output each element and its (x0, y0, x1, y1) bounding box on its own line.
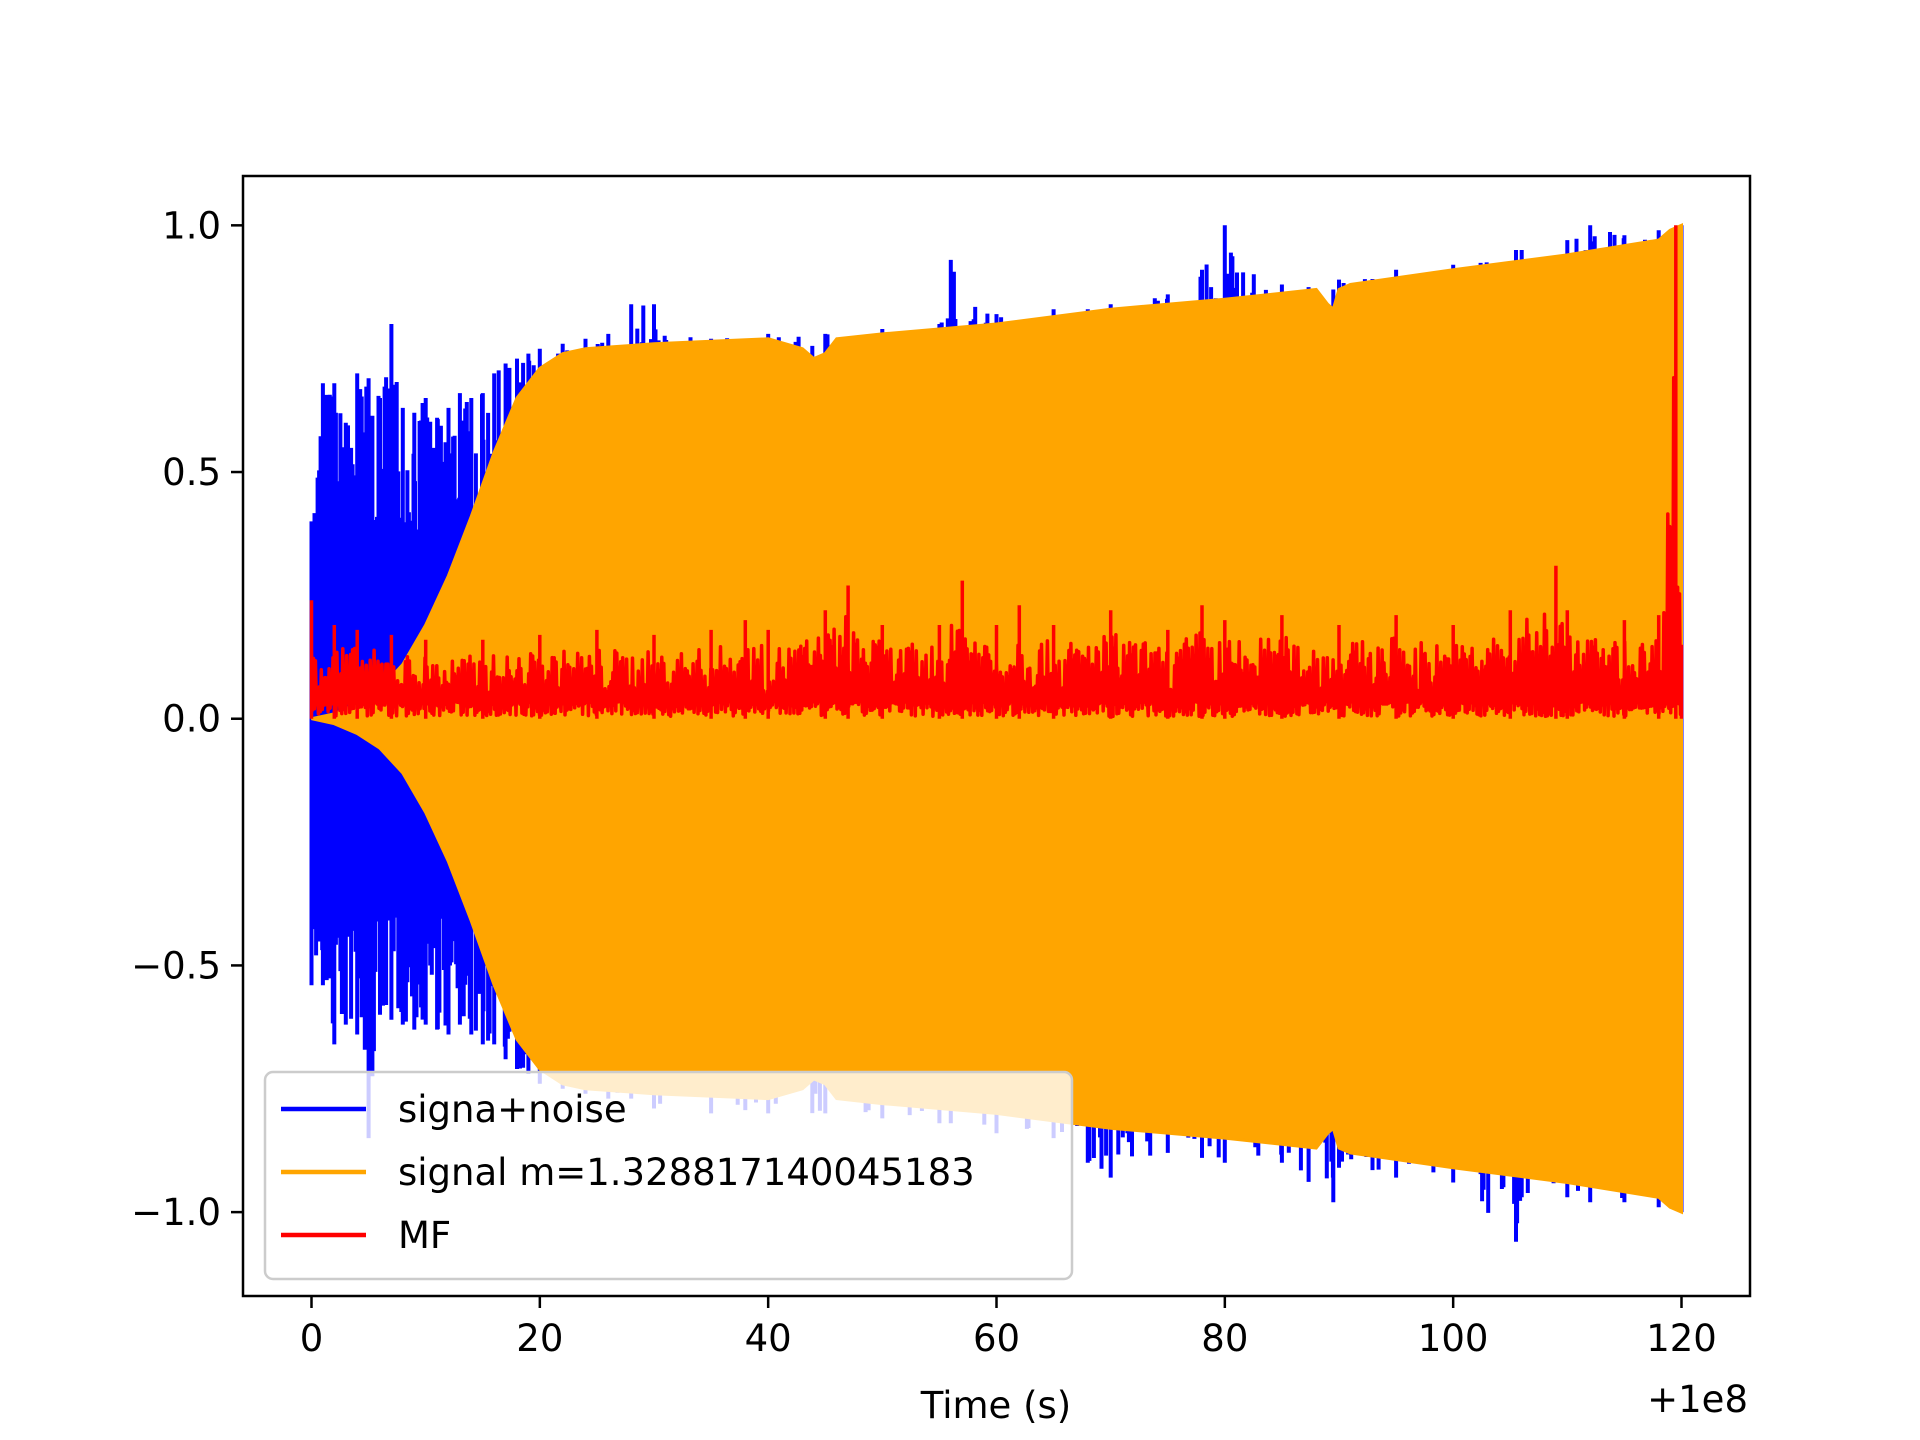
legend-label: signa+noise (398, 1088, 627, 1131)
x-tick-label: 80 (1201, 1317, 1248, 1360)
y-tick-label: 1.0 (162, 204, 221, 247)
series-layer (309, 223, 1684, 1242)
x-tick-label: 120 (1646, 1317, 1717, 1360)
x-tick-label: 40 (745, 1317, 792, 1360)
legend: signa+noise signal m=1.328817140045183 MF (263, 1070, 1074, 1281)
y-tick-label: 0.5 (162, 451, 221, 494)
mf-trace (309, 225, 1684, 719)
x-axis: 0 20 40 60 80 100 120 (300, 1296, 1717, 1360)
x-axis-offset-label: +1e8 (1647, 1378, 1748, 1421)
series-2 (309, 225, 1684, 719)
legend-label: MF (398, 1214, 451, 1257)
y-axis: −1.0 −0.5 0.0 0.5 1.0 (131, 204, 243, 1234)
x-tick-label: 20 (516, 1317, 563, 1360)
x-tick-label: 60 (973, 1317, 1020, 1360)
y-tick-label: −0.5 (131, 944, 221, 987)
y-tick-label: −1.0 (131, 1191, 221, 1234)
legend-box (263, 1070, 1074, 1281)
legend-label: signal m=1.328817140045183 (398, 1151, 975, 1194)
x-tick-label: 100 (1418, 1317, 1489, 1360)
y-tick-label: 0.0 (162, 698, 221, 741)
x-axis-label: Time (s) (920, 1384, 1071, 1427)
x-tick-label: 0 (300, 1317, 324, 1360)
